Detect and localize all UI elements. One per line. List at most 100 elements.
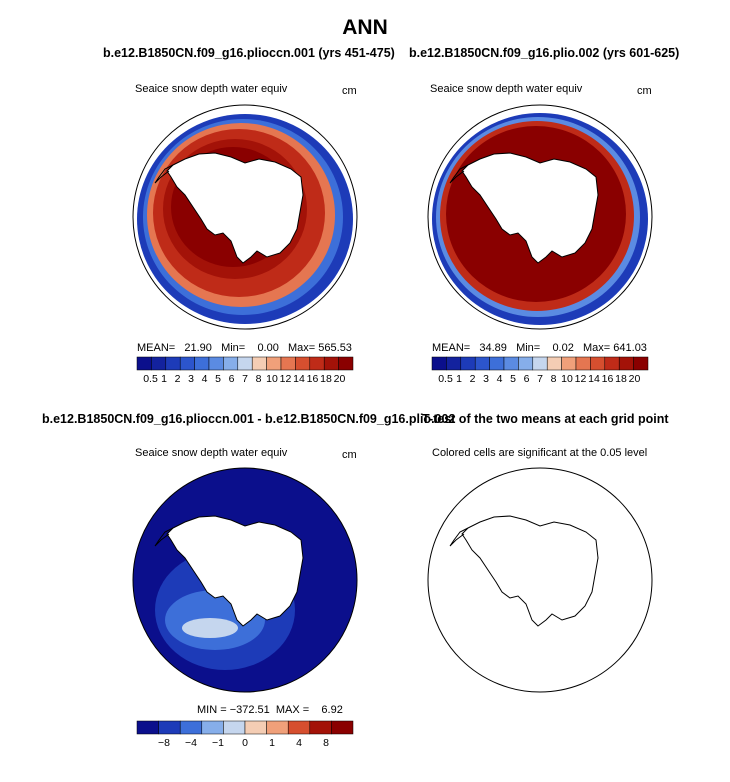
page-title: ANN (342, 16, 388, 39)
colorbar-1-box (323, 356, 339, 371)
colorbar-2-tick-label: 1 (456, 373, 462, 385)
colorbar-1-box (280, 356, 296, 371)
colorbar-1-box (295, 356, 311, 371)
colorbar-1-box (179, 356, 195, 371)
colorbar-1-tick-label: 6 (229, 373, 235, 385)
colorbar-3-tick-label: 1 (269, 737, 275, 749)
colorbar-1-tick-label: 14 (293, 373, 305, 385)
panel-1-units: cm (342, 85, 357, 97)
colorbar-3: −8 −4 −1 0 1 4 8 (136, 720, 354, 749)
colorbar-2-tick-label: 0.5 (438, 373, 453, 385)
colorbar-1-tick-label: 7 (242, 373, 248, 385)
colorbar-2-box (460, 356, 476, 371)
colorbar-1-box (266, 356, 282, 371)
colorbar-2-box (575, 356, 591, 371)
colorbar-2-tick-label: 8 (551, 373, 557, 385)
colorbar-2-box (561, 356, 577, 371)
colorbar-1-box (136, 356, 152, 371)
colorbar-1-tick-label: 8 (256, 373, 262, 385)
panel-4-subtitle: Colored cells are significant at the 0.0… (432, 447, 648, 459)
colorbar-2-tick-label: 6 (524, 373, 530, 385)
colorbar-2-box (618, 356, 634, 371)
colorbar-2-box (633, 356, 649, 371)
colorbar-3-box (244, 720, 267, 735)
colorbar-2-tick-label: 12 (575, 373, 587, 385)
colorbar-2-tick-label: 18 (615, 373, 627, 385)
colorbar-2-tick-label: 7 (537, 373, 543, 385)
colorbar-2-box (446, 356, 462, 371)
colorbar-2-tick-label: 16 (602, 373, 614, 385)
map-4-peninsula (449, 527, 469, 547)
colorbar-1-tick-label: 5 (215, 373, 221, 385)
panel-2-title: b.e12.B1850CN.f09_g16.plio.002 (yrs 601-… (409, 46, 680, 60)
colorbar-1-box (165, 356, 181, 371)
colorbar-2-box (546, 356, 562, 371)
map-4-border (427, 467, 653, 693)
colorbar-3-tick-label: −8 (158, 737, 170, 749)
colorbar-1: 0.5 1 2 3 4 5 6 7 8 10 12 14 16 18 20 (136, 356, 354, 385)
colorbar-1-tick-label: 1 (161, 373, 167, 385)
colorbar-1-box (237, 356, 253, 371)
colorbar-1-box (309, 356, 325, 371)
colorbar-1-box (338, 356, 354, 371)
colorbar-3-box (331, 720, 354, 735)
colorbar-2-tick-label: 14 (588, 373, 600, 385)
panel-1-subtitle: Seaice snow depth water equiv (135, 83, 288, 95)
colorbar-3-tick-label: −4 (185, 737, 197, 749)
colorbar-1-tick-label: 20 (334, 373, 346, 385)
colorbar-1-tick-label: 3 (188, 373, 194, 385)
map-3-field-band-3 (182, 618, 238, 638)
colorbar-2-tick-label: 5 (510, 373, 516, 385)
colorbar-1-box (194, 356, 210, 371)
colorbar-3-box (179, 720, 203, 735)
colorbar-1-tick-label: 12 (280, 373, 292, 385)
map-3-border (132, 467, 358, 693)
colorbar-2-box (431, 356, 447, 371)
colorbar-1-tick-label: 4 (202, 373, 208, 385)
colorbar-2-box (518, 356, 534, 371)
colorbar-1-box (208, 356, 224, 371)
panel-3-units: cm (342, 449, 357, 461)
map-3-antarctica (166, 515, 304, 627)
colorbar-2-tick-label: 2 (470, 373, 476, 385)
panel-1-stats: MEAN= 21.90 Min= 0.00 Max= 565.53 (137, 342, 352, 354)
colorbar-2-tick-label: 4 (497, 373, 503, 385)
panel-3-title: b.e12.B1850CN.f09_g16.plioccn.001 - b.e1… (42, 412, 456, 426)
colorbar-2-box (503, 356, 519, 371)
map-2-border (427, 104, 653, 330)
map-2-antarctica (461, 152, 599, 264)
colorbar-2-tick-label: 10 (561, 373, 573, 385)
map-1-border (132, 104, 358, 330)
panel-2-units: cm (637, 85, 652, 97)
colorbar-2-box (489, 356, 505, 371)
colorbar-1-tick-label: 16 (307, 373, 319, 385)
colorbar-1-tick-label: 10 (266, 373, 278, 385)
colorbar-2-box (590, 356, 606, 371)
map-1-antarctica (166, 152, 304, 264)
colorbar-1-box (223, 356, 239, 371)
colorbar-2-tick-label: 3 (483, 373, 489, 385)
colorbar-3-tick-label: 4 (296, 737, 302, 749)
panel-2-subtitle: Seaice snow depth water equiv (430, 83, 583, 95)
map-1-peninsula (154, 164, 174, 184)
colorbar-1-tick-label: 0.5 (143, 373, 158, 385)
colorbar-3-box (158, 720, 181, 735)
panel-4-title: T-test of the two means at each grid poi… (422, 412, 669, 426)
colorbar-3-tick-label: −1 (212, 737, 224, 749)
colorbar-1-box (251, 356, 267, 371)
colorbar-3-box (136, 720, 159, 735)
map-4-antarctica (461, 515, 599, 627)
colorbar-1-tick-label: 2 (175, 373, 181, 385)
map-2-peninsula (449, 164, 469, 184)
colorbar-2-box (532, 356, 548, 371)
colorbar-3-box (201, 720, 224, 735)
map-3-peninsula (154, 527, 174, 547)
colorbar-3-box (287, 720, 311, 735)
colorbar-3-tick-label: 0 (242, 737, 248, 749)
colorbar-3-tick-label: 8 (323, 737, 329, 749)
colorbar-2-box (604, 356, 620, 371)
colorbar-2-tick-label: 20 (629, 373, 641, 385)
panel-3-stats: MIN = −372.51 MAX = 6.92 (197, 704, 343, 716)
colorbar-3-box (266, 720, 289, 735)
